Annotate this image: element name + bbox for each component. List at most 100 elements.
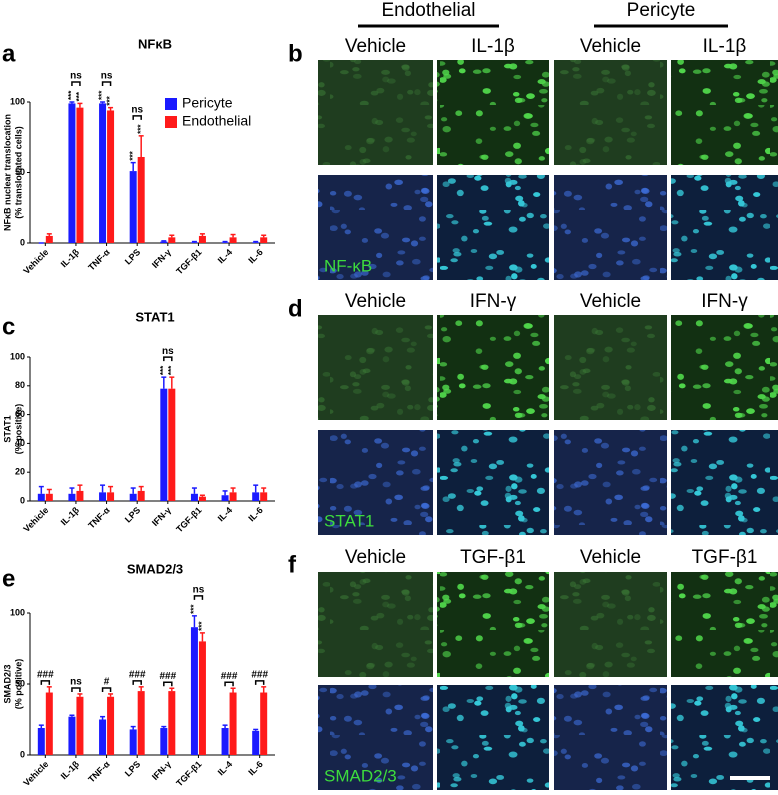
comparison-bracket [71, 687, 81, 692]
comparison-label: ns [70, 677, 82, 688]
significance-label: *** [128, 150, 137, 160]
comparison-bracket [101, 81, 112, 86]
x-tick-label: IFN-γ [150, 247, 173, 270]
micrograph [671, 685, 778, 790]
micrograph [437, 175, 549, 280]
micrograph [318, 60, 433, 165]
bar [45, 692, 53, 755]
y-axis-label: SMAD2/3 [2, 664, 12, 703]
micrograph [437, 430, 549, 535]
bar [168, 388, 176, 501]
bar [107, 696, 115, 755]
chart-title: STAT1 [135, 309, 174, 324]
y-tick-label: 100 [10, 351, 25, 361]
micrograph [671, 60, 778, 165]
x-tick-label: TNF-α [86, 759, 112, 785]
panel-label: a [2, 40, 16, 67]
y-tick-label: 20 [15, 467, 25, 477]
panel-label: d [288, 295, 303, 322]
bar [68, 716, 76, 755]
bar [137, 490, 145, 501]
micrograph [318, 572, 433, 677]
micrograph [318, 430, 433, 535]
micrograph [318, 685, 433, 790]
column-label: IFN-γ [470, 291, 517, 312]
column-label: Vehicle [580, 291, 641, 312]
bar [252, 730, 260, 755]
x-tick-label: IL-1β [59, 505, 82, 528]
panel-label: b [288, 40, 303, 67]
micrograph [554, 315, 667, 420]
y-tick-label: 60 [15, 409, 25, 419]
chart-title: NFκB [138, 36, 172, 51]
column-label: Vehicle [580, 36, 641, 57]
comparison-bracket [101, 687, 112, 692]
x-tick-label: TNF-α [86, 505, 112, 531]
micrograph [671, 430, 778, 535]
x-tick-label: IL-4 [216, 759, 234, 777]
bar [107, 110, 115, 244]
significance-label: *** [106, 95, 115, 105]
y-axis-label: STAT1 [2, 415, 12, 442]
legend-swatch [165, 116, 177, 128]
comparison-label: ### [37, 669, 54, 680]
x-tick-label: IFN-γ [150, 505, 173, 528]
significance-label: *** [190, 604, 199, 614]
micrograph [437, 60, 549, 165]
x-tick-label: IL-4 [216, 247, 234, 265]
significance-label: *** [98, 90, 107, 100]
column-label: IFN-γ [701, 291, 748, 312]
significance-label: *** [67, 90, 76, 100]
x-tick-label: LPS [123, 505, 142, 524]
bar [190, 493, 198, 501]
bar [260, 692, 268, 755]
y-axis-label: (% positive) [13, 404, 23, 455]
micrograph [437, 685, 549, 790]
y-tick-label: 50 [15, 167, 25, 177]
bar [129, 729, 137, 755]
bar [168, 691, 176, 755]
comparison-label: # [104, 677, 110, 688]
bar [160, 388, 168, 501]
micrograph [554, 430, 667, 535]
comparison-bracket [224, 681, 234, 687]
bar [198, 235, 206, 243]
comparison-bracket [71, 81, 81, 86]
x-tick-label: IFN-γ [150, 759, 173, 782]
bar [260, 492, 268, 501]
x-tick-label: Vehicle [21, 505, 50, 534]
bar [229, 692, 237, 755]
x-tick-label: TGF-β1 [174, 759, 203, 788]
bar [229, 492, 237, 501]
bar [252, 492, 260, 501]
bar [168, 237, 176, 243]
x-tick-label: TNF-α [86, 247, 112, 273]
bar [76, 107, 84, 243]
bar [68, 493, 76, 501]
bar [129, 493, 137, 501]
column-header: Pericyte [627, 0, 696, 21]
bar [76, 490, 84, 501]
bar [160, 241, 168, 243]
bar [229, 237, 237, 243]
y-tick-label: 0 [20, 749, 25, 759]
x-tick-label: IL-6 [246, 247, 264, 265]
bar [221, 242, 229, 243]
legend-label: Pericyte [182, 95, 233, 111]
bar [107, 492, 115, 501]
bar [45, 235, 53, 243]
bar [160, 728, 168, 755]
comparison-label: ns [101, 71, 113, 82]
column-header: Endothelial [381, 0, 475, 21]
significance-label: *** [198, 621, 207, 631]
bar [137, 691, 145, 755]
bar [137, 156, 145, 243]
micrograph [437, 572, 549, 677]
bar [37, 493, 45, 501]
comparison-label: ### [129, 669, 146, 680]
column-label: TGF-β1 [460, 547, 526, 568]
legend-label: Endothelial [182, 113, 251, 129]
column-label: Vehicle [345, 36, 406, 57]
y-tick-label: 100 [10, 607, 25, 617]
y-axis-label: NFκB nuclear translocation [2, 114, 12, 231]
